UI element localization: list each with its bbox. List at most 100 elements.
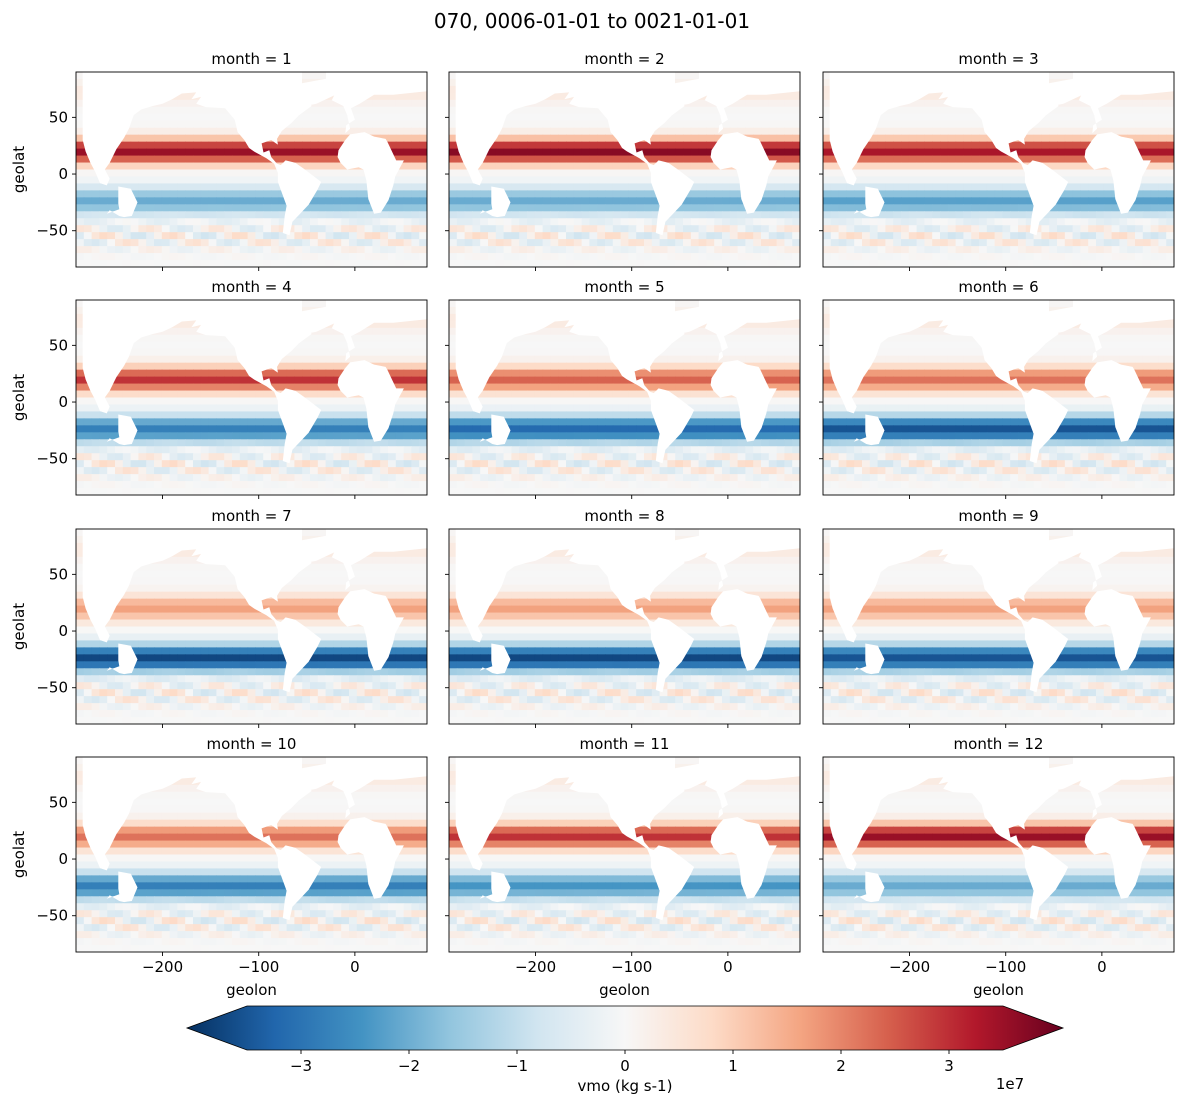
heatmap-cell <box>761 92 770 101</box>
heatmap-cell <box>753 246 762 254</box>
heatmap-cell <box>349 197 358 205</box>
heatmap-cell <box>76 78 85 87</box>
heatmap-cell <box>745 113 754 122</box>
heatmap-cell <box>99 467 108 475</box>
heatmap-cell <box>91 460 100 468</box>
heatmap-cell <box>456 176 466 185</box>
heatmap-cell <box>239 376 249 385</box>
panel-title: month = 1 <box>211 50 291 68</box>
heatmap-cell <box>534 176 544 185</box>
heatmap-cell <box>317 253 327 261</box>
heatmap-cell <box>1049 155 1058 164</box>
heatmap-cell <box>232 453 241 461</box>
heatmap-cell <box>232 474 241 482</box>
heatmap-cell <box>1049 232 1058 240</box>
heatmap-cell <box>495 162 505 171</box>
heatmap-cell <box>419 376 427 385</box>
heatmap-cell <box>146 369 155 378</box>
heatmap-cell <box>341 246 350 254</box>
heatmap-cell <box>419 355 427 364</box>
heatmap-cell <box>208 260 217 267</box>
heatmap-cell <box>177 260 186 267</box>
land-antarctica <box>76 269 427 276</box>
heatmap-cell <box>310 260 319 267</box>
heatmap-cell <box>1158 204 1167 212</box>
heatmap-cell <box>83 390 93 399</box>
heatmap-cell <box>161 99 171 108</box>
heatmap-cell <box>177 246 186 254</box>
heatmap-cell <box>994 211 1003 219</box>
heatmap-cell <box>558 169 567 178</box>
heatmap-cell <box>99 190 108 198</box>
heatmap-cell <box>566 141 575 150</box>
heatmap-cell <box>573 190 583 198</box>
heatmap-cell <box>550 106 559 115</box>
heatmap-cell <box>76 148 85 157</box>
heatmap-cell <box>449 162 458 171</box>
heatmap-cell <box>612 148 622 157</box>
heatmap-cell <box>784 99 793 108</box>
heatmap-cell <box>76 474 85 482</box>
heatmap-cell <box>1041 260 1050 267</box>
heatmap-cell <box>419 446 427 454</box>
heatmap-cell <box>76 418 85 426</box>
heatmap-cell <box>302 162 311 171</box>
heatmap-cell <box>566 155 575 164</box>
heatmap-cell <box>333 397 342 406</box>
heatmap-cell <box>932 246 941 254</box>
heatmap-cell <box>154 183 163 191</box>
heatmap-cell <box>573 246 583 254</box>
heatmap-cell <box>792 246 800 254</box>
heatmap-cell <box>1018 183 1027 191</box>
heatmap-cell <box>302 390 311 399</box>
heatmap-cell <box>208 348 217 357</box>
heatmap-cell <box>464 232 473 240</box>
heatmap-cell <box>177 92 186 101</box>
heatmap-cell <box>411 453 420 461</box>
heatmap-cell <box>869 239 879 247</box>
heatmap-cell <box>107 439 116 447</box>
heatmap-cell <box>395 341 405 350</box>
heatmap-cell <box>620 260 629 267</box>
heatmap-cell <box>193 432 202 440</box>
heatmap-cell <box>550 232 559 240</box>
heatmap-cell <box>753 204 762 212</box>
heatmap-cell <box>130 148 139 157</box>
heatmap-cell <box>737 120 746 129</box>
heatmap-cell <box>380 362 389 371</box>
heatmap-cell <box>263 432 272 440</box>
heatmap-cell <box>325 176 334 185</box>
heatmap-cell <box>690 113 700 122</box>
heatmap-cell <box>597 127 606 136</box>
heatmap-cell <box>325 467 334 475</box>
heatmap-cell <box>940 246 949 254</box>
heatmap-cell <box>1127 218 1136 226</box>
heatmap-cell <box>916 239 925 247</box>
heatmap-cell <box>161 397 171 406</box>
heatmap-cell <box>200 348 210 357</box>
heatmap-cell <box>185 348 194 357</box>
heatmap-cell <box>419 190 427 198</box>
heatmap-cell <box>838 176 847 185</box>
heatmap-cell <box>659 148 668 157</box>
heatmap-cell <box>255 418 264 426</box>
heatmap-cell <box>154 127 163 136</box>
heatmap-cell <box>488 176 497 185</box>
heatmap-cell <box>620 148 629 157</box>
heatmap-cell <box>271 397 280 406</box>
heatmap-cell <box>91 246 100 254</box>
heatmap-cell <box>955 197 964 205</box>
heatmap-cell <box>146 162 155 171</box>
heatmap-cell <box>597 141 606 150</box>
heatmap-cell <box>349 239 358 247</box>
heatmap-cell <box>177 141 186 150</box>
heatmap-cell <box>403 418 412 426</box>
heatmap-cell <box>325 169 334 178</box>
heatmap-cell <box>527 120 536 129</box>
heatmap-cell <box>955 211 964 219</box>
heatmap-cell <box>761 211 770 219</box>
heatmap-cell <box>1041 232 1050 240</box>
heatmap-cell <box>690 190 700 198</box>
heatmap-cell <box>76 197 85 205</box>
heatmap-cell <box>573 148 583 157</box>
